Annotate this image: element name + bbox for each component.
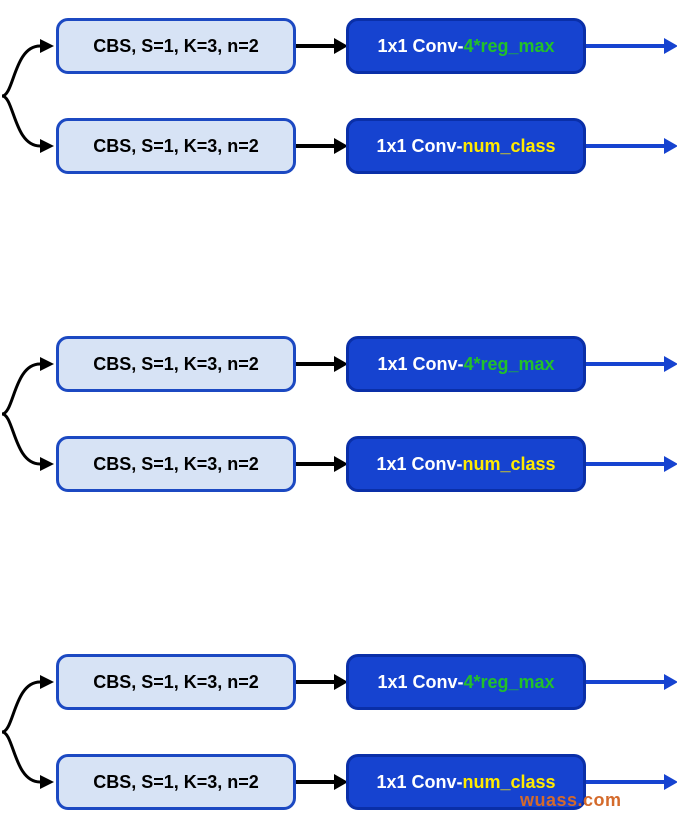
arrow-out-head [664, 138, 677, 154]
arrow-out-head [664, 356, 677, 372]
arrow-out-line [586, 780, 666, 784]
watermark: wuass.com [520, 790, 622, 811]
arrow-to-conv-line [296, 780, 336, 784]
conv-suffix: 4*reg_max [463, 354, 554, 375]
cbs-label: CBS, S=1, K=3, n=2 [93, 454, 259, 475]
arrow-out-head [664, 456, 677, 472]
cbs-label: CBS, S=1, K=3, n=2 [93, 354, 259, 375]
split-connector [2, 354, 56, 474]
arrow-out-line [586, 362, 666, 366]
arrow-to-conv-line [296, 144, 336, 148]
cbs-box: CBS, S=1, K=3, n=2 [56, 654, 296, 710]
cbs-box: CBS, S=1, K=3, n=2 [56, 18, 296, 74]
arrow-out-line [586, 462, 666, 466]
conv-box: 1x1 Conv-4*reg_max [346, 18, 586, 74]
conv-suffix: 4*reg_max [463, 36, 554, 57]
conv-box: 1x1 Conv-4*reg_max [346, 654, 586, 710]
arrow-out-line [586, 144, 666, 148]
arrow-out-line [586, 44, 666, 48]
arrow-to-conv-line [296, 462, 336, 466]
conv-box: 1x1 Conv-num_class [346, 118, 586, 174]
conv-suffix: num_class [462, 454, 555, 475]
cbs-box: CBS, S=1, K=3, n=2 [56, 436, 296, 492]
branch-group-2: CBS, S=1, K=3, n=21x1 Conv-4*reg_maxCBS,… [0, 336, 677, 516]
conv-prefix: 1x1 Conv- [377, 672, 463, 693]
cbs-box: CBS, S=1, K=3, n=2 [56, 118, 296, 174]
arrow-to-conv-line [296, 362, 336, 366]
arrow-to-conv-line [296, 680, 336, 684]
conv-prefix: 1x1 Conv- [376, 772, 462, 793]
conv-box: 1x1 Conv-num_class [346, 436, 586, 492]
cbs-label: CBS, S=1, K=3, n=2 [93, 136, 259, 157]
conv-box: 1x1 Conv-4*reg_max [346, 336, 586, 392]
cbs-box: CBS, S=1, K=3, n=2 [56, 754, 296, 810]
cbs-box: CBS, S=1, K=3, n=2 [56, 336, 296, 392]
arrow-out-head [664, 774, 677, 790]
arrow-out-head [664, 674, 677, 690]
cbs-label: CBS, S=1, K=3, n=2 [93, 672, 259, 693]
conv-prefix: 1x1 Conv- [377, 354, 463, 375]
arrow-to-conv-line [296, 44, 336, 48]
arrow-out-head [664, 38, 677, 54]
conv-suffix: num_class [462, 136, 555, 157]
cbs-label: CBS, S=1, K=3, n=2 [93, 36, 259, 57]
conv-prefix: 1x1 Conv- [377, 36, 463, 57]
conv-prefix: 1x1 Conv- [376, 136, 462, 157]
branch-group-1: CBS, S=1, K=3, n=21x1 Conv-4*reg_maxCBS,… [0, 18, 677, 198]
split-connector [2, 672, 56, 792]
cbs-label: CBS, S=1, K=3, n=2 [93, 772, 259, 793]
conv-suffix: 4*reg_max [463, 672, 554, 693]
conv-prefix: 1x1 Conv- [376, 454, 462, 475]
arrow-out-line [586, 680, 666, 684]
split-connector [2, 36, 56, 156]
